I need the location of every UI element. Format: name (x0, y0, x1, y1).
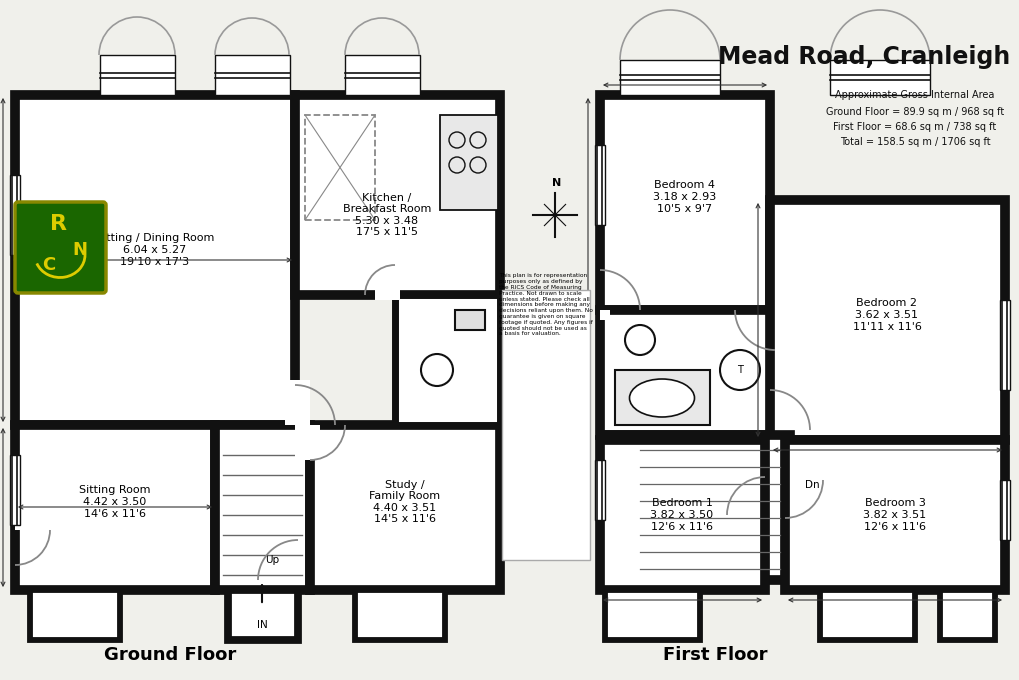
Text: Up: Up (265, 555, 279, 565)
Text: Ground Floor = 89.9 sq m / 968 sq ft: Ground Floor = 89.9 sq m / 968 sq ft (825, 107, 1003, 117)
Bar (999, 300, 1009, 390)
Text: N: N (72, 241, 87, 259)
Text: Study /
Family Room
4.40 x 3.51
14'5 x 11'6: Study / Family Room 4.40 x 3.51 14'5 x 1… (369, 479, 440, 524)
Bar (829, 60, 929, 95)
Bar (215, 425, 310, 590)
Text: T: T (737, 365, 742, 375)
Bar (10, 455, 20, 525)
Text: Bedroom 3
3.82 x 3.51
12'6 x 11'6: Bedroom 3 3.82 x 3.51 12'6 x 11'6 (863, 498, 925, 532)
Bar (614, 370, 709, 425)
Bar (599, 440, 764, 590)
Bar (999, 480, 1009, 540)
Bar (294, 95, 499, 295)
Bar (344, 55, 420, 95)
Bar (15, 490, 45, 530)
Text: C: C (42, 256, 55, 274)
Bar (594, 460, 604, 520)
Bar (375, 290, 399, 300)
Bar (599, 95, 769, 310)
Text: First Floor: First Floor (662, 646, 766, 664)
Bar (604, 435, 790, 580)
Bar (394, 295, 499, 425)
Bar (100, 55, 175, 95)
Bar (819, 590, 914, 640)
FancyBboxPatch shape (15, 202, 106, 293)
Bar (599, 310, 609, 320)
Bar (594, 145, 604, 225)
Ellipse shape (629, 379, 694, 417)
Bar (215, 55, 289, 95)
Bar (599, 310, 774, 435)
Text: Kitchen /
Breakfast Room
5.30 x 3.48
17'5 x 11'5: Kitchen / Breakfast Room 5.30 x 3.48 17'… (342, 192, 431, 237)
Text: This plan is for representation
purposes only as defined by
the RICS Code of Mea: This plan is for representation purposes… (498, 273, 592, 337)
Bar (439, 115, 497, 210)
Bar (228, 590, 298, 640)
Text: Sitting / Dining Room
6.04 x 5.27
19'10 x 17'3: Sitting / Dining Room 6.04 x 5.27 19'10 … (96, 233, 214, 267)
Text: Ground Floor: Ground Floor (104, 646, 235, 664)
Text: Approximate Gross Internal Area: Approximate Gross Internal Area (835, 90, 994, 100)
Text: Bedroom 1
3.82 x 3.50
12'6 x 11'6: Bedroom 1 3.82 x 3.50 12'6 x 11'6 (650, 498, 713, 532)
Bar (10, 175, 20, 255)
Text: Sitting Room
4.42 x 3.50
14'6 x 11'6: Sitting Room 4.42 x 3.50 14'6 x 11'6 (79, 486, 151, 519)
Bar (305, 115, 375, 220)
Bar (785, 440, 1004, 590)
Bar (355, 590, 444, 640)
Text: Bedroom 4
3.18 x 2.93
10'5 x 9'7: Bedroom 4 3.18 x 2.93 10'5 x 9'7 (653, 180, 716, 214)
Text: N: N (552, 178, 561, 188)
Bar (15, 95, 294, 425)
Bar (769, 200, 1004, 440)
Text: Mead Road, Cranleigh: Mead Road, Cranleigh (717, 45, 1009, 69)
Bar (501, 290, 589, 560)
Bar (604, 590, 699, 640)
Bar (310, 425, 499, 590)
Text: R: R (50, 214, 67, 234)
Bar (454, 310, 484, 330)
Bar (940, 590, 994, 640)
Bar (284, 380, 310, 425)
Bar (620, 60, 719, 95)
Text: Total = 158.5 sq m / 1706 sq ft: Total = 158.5 sq m / 1706 sq ft (839, 137, 989, 147)
Text: Bedroom 2
3.62 x 3.51
11'11 x 11'6: Bedroom 2 3.62 x 3.51 11'11 x 11'6 (852, 299, 920, 332)
Text: Dn: Dn (804, 480, 819, 490)
Text: First Floor = 68.6 sq m / 738 sq ft: First Floor = 68.6 sq m / 738 sq ft (833, 122, 996, 132)
Text: IN: IN (257, 620, 267, 630)
Bar (15, 425, 215, 590)
Bar (294, 425, 320, 460)
Bar (30, 590, 120, 640)
